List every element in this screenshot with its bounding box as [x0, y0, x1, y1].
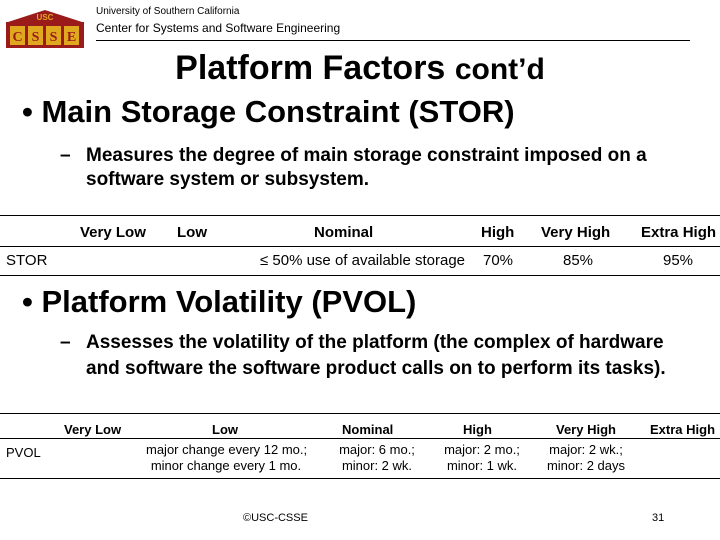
stor-header-very-low: Very Low	[80, 224, 146, 241]
logo-letter-c: C	[12, 30, 22, 45]
stor-row-label: STOR	[6, 252, 48, 269]
slide-title-suffix: cont’d	[454, 53, 545, 86]
pvol-description-text: Assesses the volatility of the platform …	[86, 332, 666, 379]
logo-top-text: USC	[37, 13, 54, 22]
pvol-header-very-low: Very Low	[64, 422, 122, 437]
pvol-cell-low-line2: minor change every 1 mo.	[150, 458, 302, 473]
pvol-header-very-high: Very High	[556, 422, 616, 437]
stor-table-header-border	[0, 246, 720, 247]
logo-letter-e: E	[67, 30, 76, 45]
center-name: Center for Systems and Software Engineer…	[96, 21, 341, 35]
pvol-description: – Assesses the volatility of the platfor…	[60, 330, 700, 382]
logo-letter-s2: S	[50, 30, 58, 45]
pvol-table-top-border	[0, 413, 720, 414]
pvol-header-low: Low	[212, 422, 238, 437]
stor-cell-extra-high: 95%	[663, 252, 694, 269]
pvol-dash: –	[60, 332, 71, 353]
slide-title: Platform Factors cont’d	[0, 47, 720, 91]
pvol-header-nominal: Nominal	[342, 422, 394, 437]
stor-dash: –	[60, 145, 71, 166]
pvol-cell-nominal: major: 6 mo.; minor: 2 wk.	[322, 442, 432, 474]
pvol-header-extra-high: Extra High	[650, 422, 716, 437]
pvol-cell-nominal-line2: minor: 2 wk.	[341, 458, 413, 473]
stor-bullet: • Main Storage Constraint (STOR)	[22, 94, 515, 129]
pvol-row-label: PVOL	[6, 445, 41, 460]
footer-copyright: ©USC-CSSE	[243, 512, 308, 524]
stor-table-top-border	[0, 215, 720, 216]
pvol-cell-high: major: 2 mo.; minor: 1 wk.	[432, 442, 532, 474]
stor-cell-nominal: ≤ 50% use of available storage	[260, 252, 466, 269]
pvol-cell-very-high-line2: minor: 2 days	[546, 458, 626, 473]
pvol-cell-very-high: major: 2 wk.; minor: 2 days	[536, 442, 636, 474]
stor-description-text: Measures the degree of main storage cons…	[86, 145, 647, 190]
pvol-cell-high-line1: major: 2 mo.;	[444, 442, 520, 457]
stor-cell-very-high: 85%	[563, 252, 594, 269]
stor-header-low: Low	[177, 224, 207, 241]
pvol-table-header-border	[0, 438, 720, 439]
stor-description: – Measures the degree of main storage co…	[60, 144, 700, 192]
stor-header-nominal: Nominal	[314, 224, 374, 241]
stor-table-bottom-border	[0, 275, 720, 276]
logo-letter-s1: S	[32, 30, 40, 45]
pvol-cell-nominal-line1: major: 6 mo.;	[339, 442, 415, 457]
stor-header-very-high: Very High	[541, 224, 611, 241]
stor-header-extra-high: Extra High	[641, 224, 717, 241]
pvol-cell-very-high-line1: major: 2 wk.;	[549, 442, 623, 457]
pvol-cell-high-line2: minor: 1 wk.	[446, 458, 518, 473]
pvol-header-high: High	[463, 422, 492, 437]
page-number: 31	[652, 512, 665, 524]
university-name: University of Southern California	[96, 6, 240, 17]
pvol-bullet: • Platform Volatility (PVOL)	[22, 284, 417, 319]
header-divider	[96, 40, 690, 41]
pvol-cell-low: major change every 12 mo.; minor change …	[146, 442, 308, 474]
usc-csse-logo: USC C S S E	[4, 8, 86, 50]
stor-header-high: High	[481, 224, 515, 241]
pvol-cell-low-line1: major change every 12 mo.;	[146, 442, 308, 457]
slide-title-main: Platform Factors	[175, 49, 446, 87]
stor-cell-high: 70%	[483, 252, 514, 269]
pvol-table-bottom-border	[0, 478, 720, 479]
